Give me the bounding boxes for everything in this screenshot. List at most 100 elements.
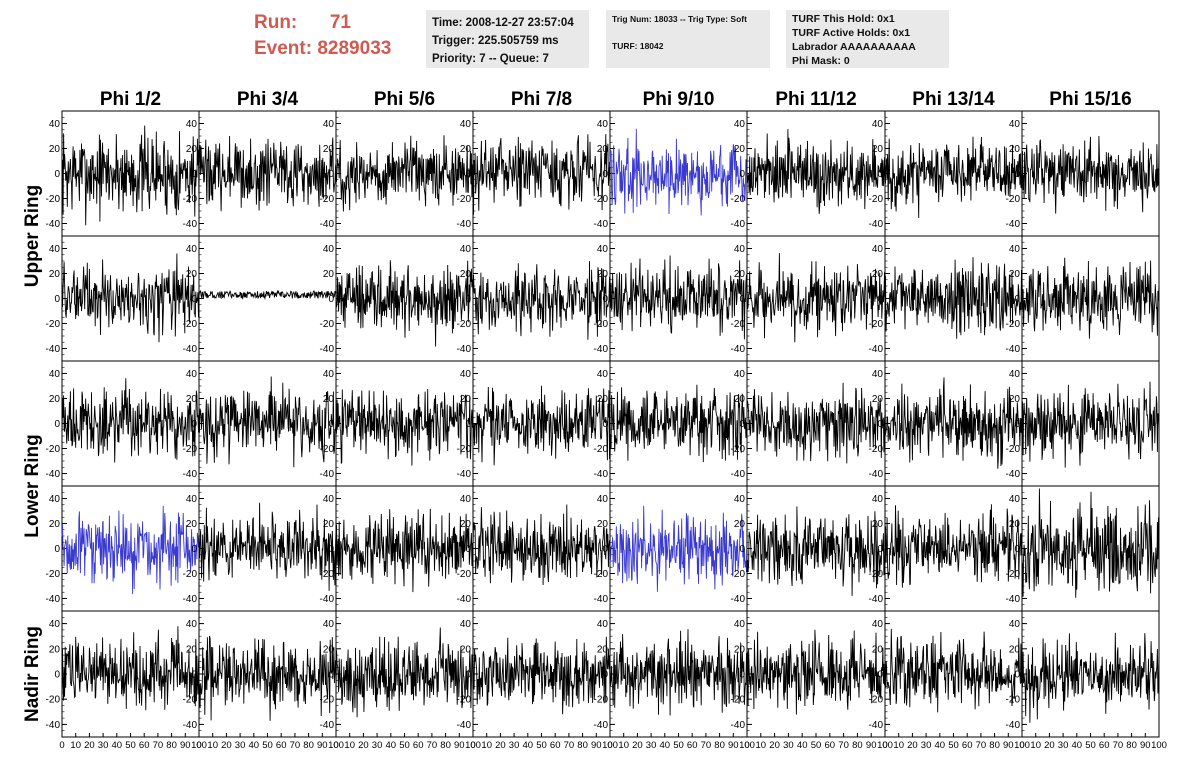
waveform-panel: -40 -20 0 20 40 xyxy=(869,485,1023,612)
x-tick-label: 70 xyxy=(153,740,164,751)
y-tick-label: 40 xyxy=(597,494,609,505)
y-tick-label: 0 xyxy=(191,419,197,430)
waveform-trace xyxy=(335,627,474,718)
x-tick-label: 60 xyxy=(1099,740,1110,751)
y-tick-label: -20 xyxy=(457,319,472,330)
waveform-trace xyxy=(884,257,1023,339)
waveform-panel: -40 -20 0 20 40 xyxy=(594,110,748,237)
waveform-panel: -40 -20 0 20 40 xyxy=(320,360,474,487)
run-label: Run: xyxy=(254,12,298,33)
waveform-panel: -40 -20 0 20 40 xyxy=(320,235,474,362)
y-tick-label: -40 xyxy=(457,594,472,605)
waveform-trace xyxy=(61,626,200,711)
y-tick-label: 40 xyxy=(1009,494,1021,505)
y-tick-label: -20 xyxy=(1006,695,1021,706)
y-tick-label: 20 xyxy=(1009,519,1021,530)
y-tick-label: 0 xyxy=(877,169,883,180)
y-tick-label: 40 xyxy=(49,244,61,255)
waveform-trace xyxy=(335,508,474,593)
event-value: 8289033 xyxy=(317,38,392,59)
y-tick-label: 0 xyxy=(54,544,60,555)
waveform-trace xyxy=(1021,381,1160,468)
waveform-panel: -40 -20 0 20 40 xyxy=(457,360,611,487)
y-tick-label: 0 xyxy=(1014,294,1020,305)
y-tick-label: -20 xyxy=(594,695,609,706)
waveform-trace xyxy=(884,377,1023,469)
x-tick-label: 20 xyxy=(495,740,506,751)
y-tick-label: 40 xyxy=(1009,369,1021,380)
x-tick-label: 20 xyxy=(632,740,643,751)
y-tick-label: 20 xyxy=(1009,144,1021,155)
waveform-trace xyxy=(472,385,611,466)
x-tick-label: 30 xyxy=(783,740,794,751)
waveform-trace xyxy=(884,628,1023,713)
y-tick-label: -40 xyxy=(869,720,884,731)
y-tick-label: -40 xyxy=(731,219,746,230)
waveform-trace xyxy=(61,253,200,343)
y-tick-label: -20 xyxy=(869,444,884,455)
panel-frame xyxy=(198,235,337,362)
y-tick-label: -20 xyxy=(1006,319,1021,330)
y-tick-label: -40 xyxy=(183,344,198,355)
column-title: Phi 5/6 xyxy=(374,89,435,110)
waveform-trace xyxy=(335,260,474,347)
y-tick-label: -20 xyxy=(183,444,198,455)
x-tick-label: 40 xyxy=(935,740,946,751)
y-tick-label: 0 xyxy=(191,294,197,305)
x-tick-label: 50 xyxy=(536,740,547,751)
panel-frame xyxy=(884,485,1023,612)
y-tick-label: -20 xyxy=(320,569,335,580)
y-tick-label: -20 xyxy=(46,569,61,580)
y-tick-label: -20 xyxy=(869,695,884,706)
y-tick-label: 40 xyxy=(186,244,198,255)
y-tick-label: 20 xyxy=(49,519,61,530)
y-tick-label: -40 xyxy=(320,219,335,230)
x-tick-label: 0 xyxy=(744,740,749,751)
y-tick-label: 0 xyxy=(54,294,60,305)
event-label-row: Event: 8289033 xyxy=(254,38,391,60)
y-tick-label: 20 xyxy=(1009,644,1021,655)
y-tick-label: 0 xyxy=(465,419,471,430)
waveform-trace xyxy=(1021,257,1160,339)
y-tick-label: -20 xyxy=(731,444,746,455)
x-tick-label: 90 xyxy=(454,740,465,751)
x-tick-label: 100 xyxy=(1014,740,1030,751)
y-tick-label: 40 xyxy=(597,619,609,630)
y-tick-label: 0 xyxy=(739,670,745,681)
y-tick-label: 0 xyxy=(1014,169,1020,180)
x-tick-label: 10 xyxy=(1030,740,1041,751)
x-tick-label: 70 xyxy=(290,740,301,751)
y-tick-label: 20 xyxy=(49,644,61,655)
priority-line: Priority: 7 -- Queue: 7 xyxy=(432,53,549,65)
y-tick-label: 40 xyxy=(1009,119,1021,130)
y-tick-label: 0 xyxy=(739,544,745,555)
x-tick-label: 40 xyxy=(112,740,123,751)
x-tick-label: 70 xyxy=(976,740,987,751)
y-tick-label: -20 xyxy=(46,695,61,706)
y-tick-label: 40 xyxy=(186,494,198,505)
waveform-trace xyxy=(746,506,886,596)
column-title: Phi 15/16 xyxy=(1049,89,1131,110)
trig-num-line: Trig Num: 18033 -- Trig Type: Soft xyxy=(612,14,747,24)
y-tick-label: 40 xyxy=(872,619,884,630)
y-tick-label: 20 xyxy=(734,269,746,280)
y-tick-label: -20 xyxy=(594,444,609,455)
x-tick-label: 50 xyxy=(811,740,822,751)
y-tick-label: 40 xyxy=(1009,244,1021,255)
x-tick-label: 100 xyxy=(191,740,207,751)
x-tick-label: 0 xyxy=(470,740,475,751)
waveform-trace xyxy=(61,125,200,226)
waveform-trace xyxy=(1021,135,1160,214)
y-tick-label: 20 xyxy=(734,644,746,655)
waveform-trace xyxy=(1021,632,1160,723)
x-tick-label: 80 xyxy=(303,740,314,751)
x-tick-label: 80 xyxy=(1126,740,1137,751)
x-tick-label: 20 xyxy=(907,740,918,751)
x-tick-label: 100 xyxy=(602,740,618,751)
x-tick-label: 10 xyxy=(207,740,218,751)
waveform-trace xyxy=(472,636,611,715)
x-tick-label: 90 xyxy=(180,740,191,751)
